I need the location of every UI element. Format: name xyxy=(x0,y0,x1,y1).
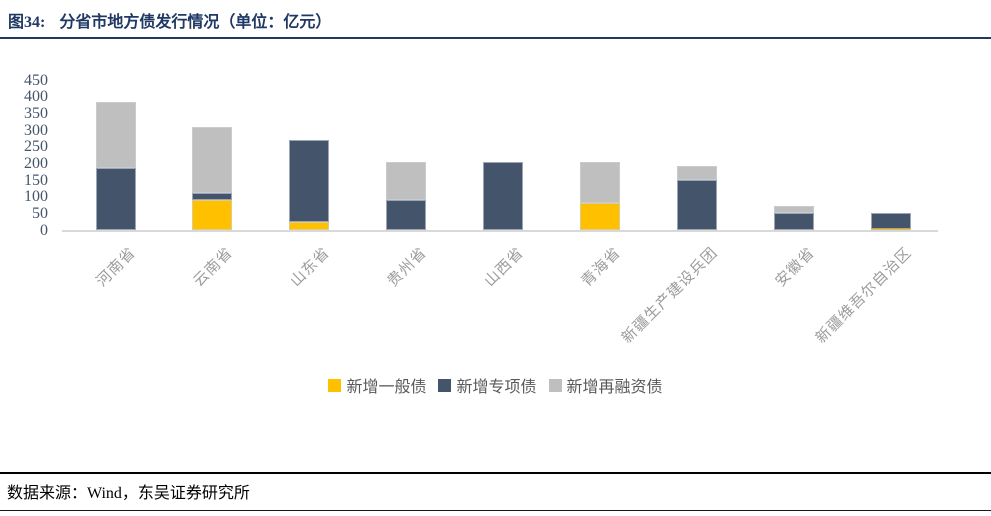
bar-segment-新增专项债 xyxy=(676,180,717,230)
data-source-note: 数据来源：Wind，东吴证券研究所 xyxy=(7,485,250,502)
title-divider xyxy=(0,37,991,39)
bar-segment-新增一般债 xyxy=(192,200,233,230)
y-tick-label: 350 xyxy=(24,104,48,122)
bar-segment-新增再融资债 xyxy=(386,161,427,200)
bar-segment-新增再融资债 xyxy=(580,161,620,204)
legend-swatch xyxy=(438,378,452,392)
footer-divider-top xyxy=(0,472,991,474)
y-tick-label: 400 xyxy=(24,88,48,106)
x-axis-line xyxy=(62,230,938,232)
bar-segment-新增专项债 xyxy=(386,200,427,230)
legend-swatch xyxy=(328,378,342,392)
legend-item: 新增一般债 xyxy=(328,373,426,397)
bar-segment-新增专项债 xyxy=(192,193,233,200)
x-category-label: 云南省 xyxy=(191,244,237,291)
y-tick-label: 450 xyxy=(24,71,48,89)
footer-divider-bottom xyxy=(0,510,991,511)
y-tick-label: 100 xyxy=(24,188,48,206)
bar-segment-新增专项债 xyxy=(870,212,911,229)
y-tick-label: 300 xyxy=(24,121,48,139)
x-category-label: 安徽省 xyxy=(772,244,818,291)
bar-segment-新增专项债 xyxy=(773,213,814,230)
y-tick-label: 200 xyxy=(24,154,48,172)
bar-segment-新增再融资债 xyxy=(192,126,233,194)
legend-label: 新增再融资债 xyxy=(566,379,663,396)
x-category-label: 新疆维吾尔自治区 xyxy=(813,244,915,347)
bar-segment-新增专项债 xyxy=(289,140,330,222)
bar-segment-新增一般债 xyxy=(580,203,620,230)
bar-segment-新增专项债 xyxy=(483,161,524,230)
legend-item: 新增专项债 xyxy=(438,373,537,397)
bar-segment-新增一般债 xyxy=(289,221,330,230)
x-category-label: 山东省 xyxy=(288,244,334,291)
x-category-label: 山西省 xyxy=(481,244,528,291)
bar-segment-新增一般债 xyxy=(870,229,911,230)
figure-number: 图34: xyxy=(8,14,46,31)
x-category-label: 贵州省 xyxy=(385,244,431,291)
y-tick-label: 50 xyxy=(32,204,48,222)
legend-label: 新增一般债 xyxy=(346,379,427,396)
legend-label: 新增专项债 xyxy=(456,379,537,396)
bar-segment-新增再融资债 xyxy=(773,206,814,214)
figure-title-text: 分省市地方债发行情况（单位：亿元） xyxy=(59,14,332,31)
bar-segment-新增再融资债 xyxy=(676,165,717,180)
x-category-label: 青海省 xyxy=(578,244,625,291)
x-category-label: 河南省 xyxy=(94,244,140,291)
bar-segment-新增专项债 xyxy=(95,168,136,230)
figure-title: 图34: 分省市地方债发行情况（单位：亿元） xyxy=(8,8,331,32)
legend-swatch xyxy=(548,378,562,392)
y-tick-label: 150 xyxy=(24,171,48,189)
chart-legend: 新增一般债 新增专项债 新增再融资债 xyxy=(0,373,991,397)
y-tick-label: 250 xyxy=(24,138,48,156)
x-category-label: 新疆生产建设兵团 xyxy=(619,244,722,347)
bar-segment-新增再融资债 xyxy=(95,101,136,169)
y-tick-label: 0 xyxy=(40,221,48,239)
legend-item: 新增再融资债 xyxy=(548,373,663,397)
